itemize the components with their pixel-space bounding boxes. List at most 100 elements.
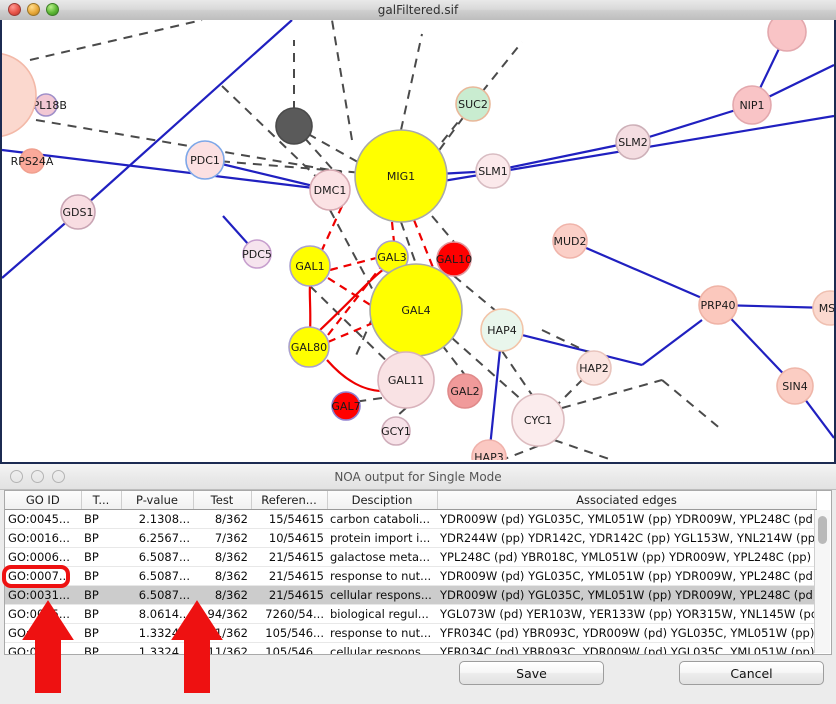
node-circle[interactable]	[381, 416, 411, 446]
node-circle[interactable]	[369, 263, 463, 357]
node-circle[interactable]	[511, 393, 565, 447]
graph-node-suc2[interactable]: SUC2	[455, 86, 491, 122]
noa-window-controls[interactable]	[10, 470, 65, 483]
minimize-button[interactable]	[31, 470, 44, 483]
table-row[interactable]: GO:0031... BP 6.5087... 8/362 21/54615 cellul…	[5, 585, 816, 605]
node-circle[interactable]	[615, 124, 651, 160]
node-circle[interactable]	[288, 326, 330, 368]
zoom-button[interactable]	[52, 470, 65, 483]
graph-node-gal4[interactable]: GAL4	[369, 263, 463, 357]
node-circle[interactable]	[242, 239, 272, 269]
graph-node-msl[interactable]: MSL	[812, 290, 834, 326]
results-table[interactable]: GO ID T... P-value Test Referen... Desci…	[5, 491, 817, 654]
cell-associated-edges: YPL248C (pd) YBR018C, YML051W (pp) YDR00…	[437, 547, 816, 567]
cell-test: 11/362	[193, 623, 251, 643]
column-header-p-value[interactable]: P-value	[121, 491, 194, 510]
table-row[interactable]: GO:0031... BP 1.3324... 11/362 105/546... cel…	[5, 642, 816, 654]
table-row[interactable]: GO:0007... BP 6.5087... 8/362 21/54615 respon…	[5, 566, 816, 586]
node-circle[interactable]	[377, 351, 435, 409]
graph-node-pdc1[interactable]: PDC1	[185, 140, 225, 180]
graph-node-gal2[interactable]: GAL2	[447, 373, 483, 409]
results-table-container[interactable]: GO ID T... P-value Test Referen... Desci…	[4, 490, 832, 655]
edge-blue	[501, 328, 643, 367]
node-circle[interactable]	[2, 52, 37, 138]
graph-node-bigleft[interactable]	[2, 52, 37, 138]
graph-node-mud2[interactable]: MUD2	[552, 223, 588, 259]
graph-node-cyc1[interactable]: CYC1	[511, 393, 565, 447]
close-button[interactable]	[8, 3, 21, 16]
cell-type: BP	[81, 642, 121, 654]
node-circle[interactable]	[60, 194, 96, 230]
node-circle[interactable]	[776, 367, 814, 405]
node-circle[interactable]	[471, 439, 507, 460]
table-row[interactable]: GO:0031... BP 1.3324... 11/362 105/546... res…	[5, 623, 816, 643]
graph-node-dmc1[interactable]: DMC1	[309, 169, 351, 211]
graph-node-gal80[interactable]: GAL80	[288, 326, 330, 368]
graph-node-nip1[interactable]: NIP1	[732, 85, 772, 125]
table-vertical-scrollbar[interactable]	[814, 510, 830, 653]
cell-associated-edges: YDR009W (pd) YGL035C, YML051W (pp) YDR00…	[437, 585, 816, 605]
graph-node-prp40[interactable]: PRP40	[698, 285, 738, 325]
graph-node-mig1[interactable]: MIG1	[354, 129, 448, 223]
node-circle[interactable]	[185, 140, 225, 180]
node-circle[interactable]	[331, 391, 361, 421]
node-circle[interactable]	[480, 308, 524, 352]
zoom-button[interactable]	[46, 3, 59, 16]
node-circle[interactable]	[19, 148, 45, 174]
close-button[interactable]	[10, 470, 23, 483]
node-circle[interactable]	[34, 93, 58, 117]
graph-node-dark[interactable]	[275, 107, 313, 145]
scrollbar-thumb[interactable]	[818, 516, 827, 544]
node-circle[interactable]	[309, 169, 351, 211]
node-circle[interactable]	[455, 86, 491, 122]
column-header-type[interactable]: T...	[81, 491, 122, 510]
graph-node-gal7[interactable]: GAL7	[331, 391, 361, 421]
cell-associated-edges: YDR009W (pd) YGL035C, YML051W (pp) YDR00…	[437, 566, 816, 586]
node-circle[interactable]	[289, 245, 331, 287]
graph-node-gds1[interactable]: GDS1	[60, 194, 96, 230]
graph-node-gal11[interactable]: GAL11	[377, 351, 435, 409]
cell-p-value: 1.3324...	[121, 623, 193, 643]
graph-node-hap3[interactable]: HAP3	[471, 439, 507, 460]
column-header-description[interactable]: Desciption	[327, 491, 438, 510]
column-header-associated-edges[interactable]: Associated edges	[437, 491, 817, 510]
node-circle[interactable]	[447, 373, 483, 409]
table-row[interactable]: GO:0045... BP 2.1308... 8/362 15/54615 carbon…	[5, 509, 816, 529]
cell-go-id: GO:0065...	[5, 604, 81, 624]
graph-node-sin4[interactable]: SIN4	[776, 367, 814, 405]
graph-node-gcy1[interactable]: GCY1	[381, 416, 411, 446]
graph-node-hap4[interactable]: HAP4	[480, 308, 524, 352]
node-circle[interactable]	[812, 290, 834, 326]
table-body[interactable]: GO:0045... BP 2.1308... 8/362 15/54615 carbon…	[5, 509, 816, 654]
node-circle[interactable]	[436, 241, 472, 277]
column-header-reference[interactable]: Referen...	[251, 491, 328, 510]
table-row[interactable]: GO:0016... BP 6.2567... 7/362 10/54615 protei…	[5, 528, 816, 548]
graph-node-slm1[interactable]: SLM1	[475, 153, 511, 189]
node-circle[interactable]	[732, 85, 772, 125]
node-circle[interactable]	[354, 129, 448, 223]
column-header-test[interactable]: Test	[193, 491, 252, 510]
window-controls[interactable]	[8, 3, 59, 16]
node-circle[interactable]	[767, 20, 807, 52]
network-canvas[interactable]: RPL18B RPS24A GDS1 PDC1 PDC5 SUC2 NIP1 SLM2 DMC1…	[0, 20, 836, 462]
graph-node-pdc5[interactable]: PDC5	[242, 239, 272, 269]
graph-node-slm2[interactable]: SLM2	[615, 124, 651, 160]
node-circle[interactable]	[552, 223, 588, 259]
edge-gray-dashed	[293, 125, 343, 181]
graph-node-gal1[interactable]: GAL1	[289, 245, 331, 287]
graph-node-hap2[interactable]: HAP2	[576, 350, 612, 386]
node-circle[interactable]	[275, 107, 313, 145]
save-button[interactable]: Save	[459, 661, 604, 685]
table-row[interactable]: GO:0065... BP 8.0614... 94/362 7260/54... bio…	[5, 604, 816, 624]
node-circle[interactable]	[698, 285, 738, 325]
cancel-button[interactable]: Cancel	[679, 661, 824, 685]
node-circle[interactable]	[475, 153, 511, 189]
minimize-button[interactable]	[27, 3, 40, 16]
cell-go-id: GO:0031...	[5, 585, 81, 605]
table-row[interactable]: GO:0006... BP 6.5087... 8/362 21/54615 galact…	[5, 547, 816, 567]
node-circle[interactable]	[576, 350, 612, 386]
graph-node-topright[interactable]	[767, 20, 807, 52]
column-header-go-id[interactable]: GO ID	[5, 491, 82, 510]
